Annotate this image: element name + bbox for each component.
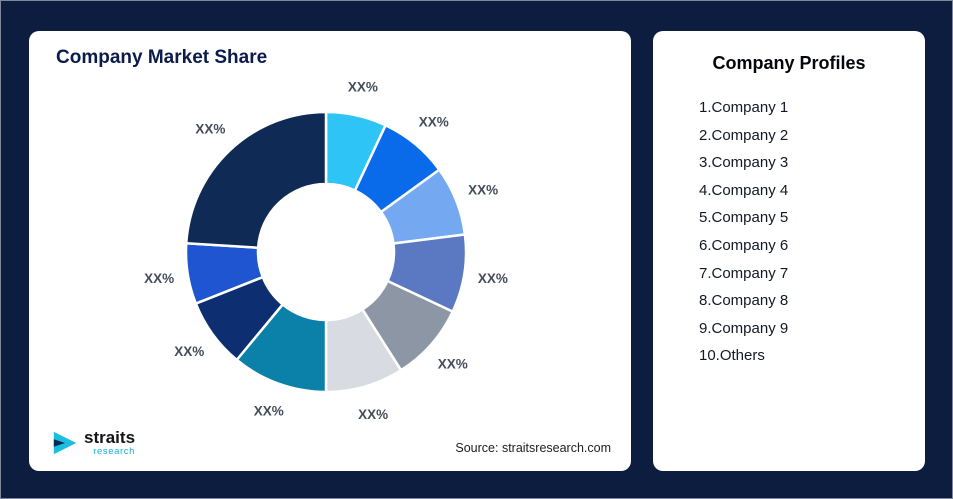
market-share-card: Company Market Share XX% XX% XX% XX% XX% XX% X…	[29, 31, 631, 471]
slice-label: XX%	[468, 182, 498, 197]
logo-wordmark: straits	[84, 428, 136, 448]
list-item: 9.Company 9	[699, 319, 789, 337]
list-item: 6.Company 6	[699, 236, 789, 254]
profiles-title: Company Profiles	[712, 53, 866, 73]
slice-label: XX%	[358, 407, 388, 422]
slice-label: XX%	[195, 121, 225, 136]
list-item: 10.Others	[699, 347, 765, 365]
donut-chart: XX% XX% XX% XX% XX% XX% XX% XX% XX% XX%	[144, 80, 508, 422]
list-item: 2.Company 2	[699, 126, 789, 144]
slice-label: XX%	[174, 344, 204, 359]
slice-label: XX%	[254, 404, 284, 419]
logo-subtitle: research	[93, 446, 136, 458]
straits-arrow-icon	[53, 431, 77, 455]
slice-label: XX%	[438, 356, 468, 371]
company-list: 1.Company 1 2.Company 2 3.Company 3 4.Co…	[653, 74, 925, 370]
list-item: 7.Company 7	[699, 264, 789, 282]
logo-text: straits research	[84, 429, 135, 457]
source-attribution: Source: straitsresearch.com	[455, 441, 611, 455]
chart-title: Company Market Share	[56, 47, 268, 68]
list-item: 3.Company 3	[699, 154, 789, 172]
slice-label: XX%	[144, 271, 174, 286]
company-profiles-card: Company Profiles 1.Company 1 2.Company 2…	[653, 31, 925, 471]
slice-label: XX%	[478, 271, 508, 286]
slice-label: XX%	[419, 114, 449, 129]
list-item: 5.Company 5	[699, 209, 789, 227]
donut-segment	[185, 110, 328, 249]
slice-label: XX%	[348, 80, 378, 95]
list-item: 1.Company 1	[699, 99, 789, 116]
list-item: 4.Company 4	[699, 181, 789, 199]
straits-research-logo: straits research	[51, 429, 135, 457]
list-item: 8.Company 8	[699, 292, 789, 310]
